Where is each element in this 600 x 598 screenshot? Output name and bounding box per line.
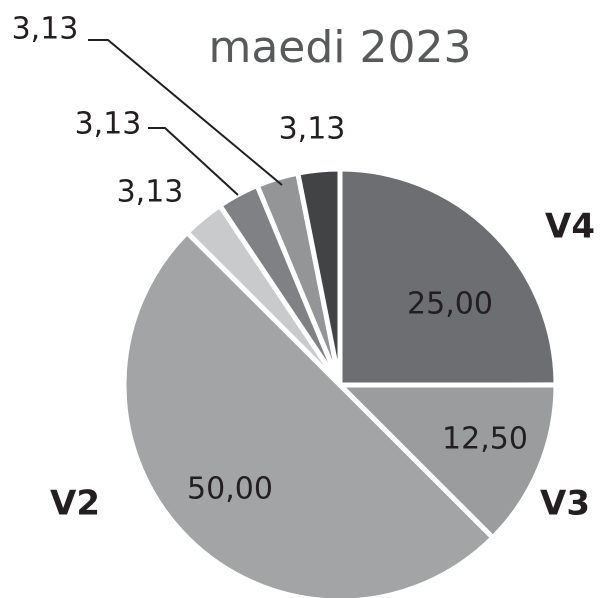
category-label: V4 bbox=[545, 207, 595, 247]
category-label: V3 bbox=[540, 484, 590, 524]
pie-slice bbox=[337, 166, 559, 388]
pie-slice bbox=[337, 382, 559, 541]
leader-line bbox=[88, 39, 283, 186]
value-label: 3,13 bbox=[279, 112, 346, 147]
value-label: 3,13 bbox=[117, 175, 184, 210]
value-label: 3,13 bbox=[12, 12, 79, 47]
pie-slice bbox=[295, 166, 343, 388]
value-label: 12,50 bbox=[442, 422, 528, 457]
value-label: 3,13 bbox=[75, 107, 142, 142]
leader-line bbox=[148, 127, 239, 196]
category-label: V2 bbox=[50, 484, 100, 524]
value-label: 25,00 bbox=[407, 287, 493, 322]
value-label: 50,00 bbox=[187, 472, 273, 507]
pie-slice bbox=[121, 229, 496, 598]
chart-title: maedi 2023 bbox=[208, 22, 471, 73]
